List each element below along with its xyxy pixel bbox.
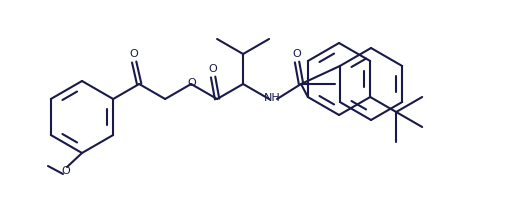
- Text: NH: NH: [264, 93, 280, 103]
- Text: O: O: [130, 49, 138, 59]
- Text: O: O: [209, 64, 217, 74]
- Text: O: O: [188, 78, 197, 88]
- Text: O: O: [292, 49, 301, 59]
- Text: O: O: [62, 166, 70, 176]
